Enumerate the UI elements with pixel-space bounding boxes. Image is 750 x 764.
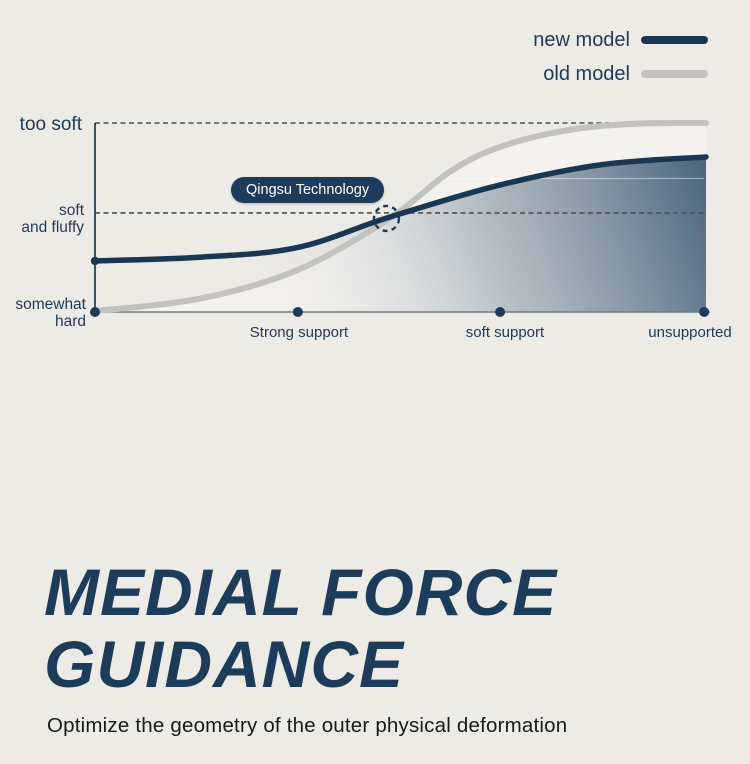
legend-label-old-model: old model [543, 62, 630, 85]
x-axis-tick-dot [90, 307, 100, 317]
legend-item-old-model: old model [533, 62, 708, 86]
page-subtitle: Optimize the geometry of the outer physi… [47, 714, 568, 737]
legend: new model old model [533, 28, 708, 86]
page-title-line2: GUIDANCE [44, 627, 405, 701]
legend-item-new-model: new model [533, 28, 708, 52]
new-model-area-fill [95, 157, 706, 312]
y-axis-label-somewhat-hard: somewhat hard [15, 296, 86, 330]
page-title: MEDIAL FORCE GUIDANCE [44, 556, 557, 700]
x-axis-tick-dot [699, 307, 710, 317]
x-axis-tick-dots [90, 307, 710, 317]
new-model-line-swatch [641, 36, 708, 44]
annotation-dashed-circle [372, 204, 401, 233]
x-axis-tick-dot [495, 307, 506, 317]
old-model-curve [92, 120, 709, 315]
new-model-curve [92, 154, 709, 264]
x-axis-label-strong-support: Strong support [249, 324, 349, 341]
x-axis-tick-dot [292, 307, 303, 317]
chart-svg [90, 120, 710, 317]
old-model-line-swatch [641, 70, 708, 78]
softness-support-chart: too soft soft and fluffy somewhat hard S… [0, 0, 750, 360]
y-axis-label-soft-and-fluffy: soft and fluffy [21, 202, 84, 236]
y-axis-label-too-soft: too soft [19, 114, 82, 135]
x-axis-label-soft-support: soft support [465, 324, 545, 341]
new-model-start-dot [90, 256, 100, 266]
qingsu-technology-badge: Qingsu Technology [231, 177, 385, 203]
legend-label-new-model: new model [533, 28, 630, 51]
page-title-line1: MEDIAL FORCE [44, 555, 558, 629]
x-axis-label-unsupported: unsupported [648, 324, 732, 341]
